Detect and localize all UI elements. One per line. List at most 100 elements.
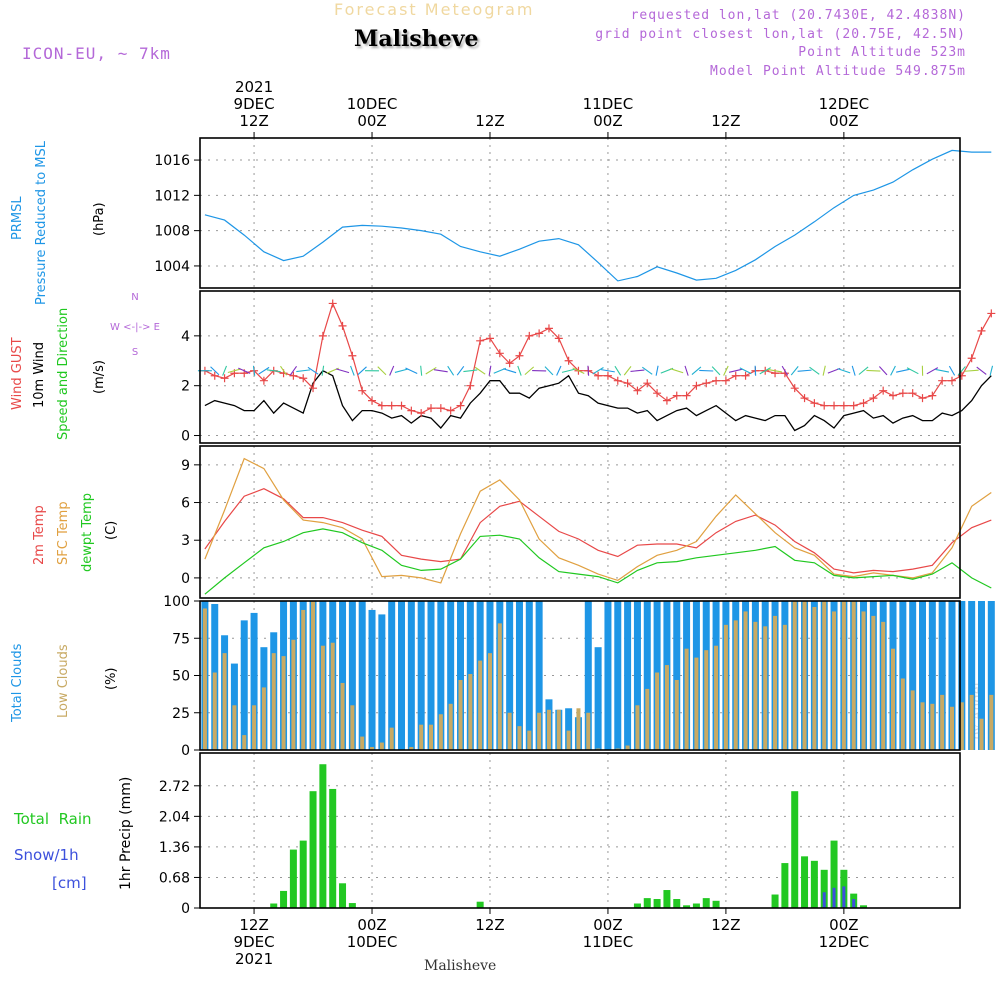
wind-direction-arrow bbox=[684, 365, 689, 376]
rain-bar bbox=[683, 905, 691, 908]
wind-gust-marker bbox=[643, 379, 652, 388]
low-cloud-bar bbox=[802, 601, 807, 750]
total-cloud-bar bbox=[948, 601, 956, 750]
total-cloud-bar bbox=[614, 601, 622, 750]
wind-direction-arrow bbox=[989, 365, 994, 376]
top-time-label: 11DEC bbox=[583, 95, 634, 113]
low-cloud-bar bbox=[409, 747, 414, 750]
wind-direction-arrow bbox=[447, 365, 455, 376]
snow-bar bbox=[822, 892, 826, 908]
panel-frame bbox=[199, 445, 961, 599]
wind-direction-arrow bbox=[896, 368, 910, 373]
wind-direction-arrow bbox=[822, 365, 826, 376]
y-tick-label: 2 bbox=[181, 379, 190, 395]
wind-gust-marker bbox=[446, 406, 455, 415]
low-cloud-bar bbox=[822, 601, 827, 750]
bottom-time-label: 12DEC bbox=[819, 933, 870, 951]
compass-s: S bbox=[132, 347, 138, 358]
wind-direction-arrow bbox=[890, 365, 896, 376]
wind-direction-arrow bbox=[728, 368, 743, 373]
low-cloud-bar bbox=[881, 621, 886, 750]
wind-direction-arrow bbox=[837, 368, 851, 374]
wind-gust-marker bbox=[515, 351, 524, 360]
wind-direction-arrow bbox=[210, 366, 220, 376]
total-cloud-bar bbox=[643, 601, 651, 750]
total-cloud-bar bbox=[633, 601, 641, 750]
total-cloud-bar bbox=[899, 601, 907, 750]
wind-gust-marker bbox=[731, 371, 740, 380]
rain-bar bbox=[329, 788, 337, 908]
rain-bar bbox=[476, 901, 484, 908]
low-cloud-bar bbox=[429, 724, 434, 750]
wind-gust-marker bbox=[908, 389, 917, 398]
wind-gust-marker bbox=[328, 299, 337, 308]
wind-direction-arrow bbox=[641, 366, 653, 375]
y-tick-label: 1016 bbox=[154, 153, 190, 169]
bottom-time-label: 12Z bbox=[239, 916, 268, 934]
wind-direction-arrow bbox=[623, 366, 632, 376]
wind-gust-marker bbox=[377, 401, 386, 410]
wind-gust-marker bbox=[220, 374, 229, 383]
wind-gust-marker bbox=[692, 381, 701, 390]
bottom-time-label: 11DEC bbox=[583, 933, 634, 951]
total-cloud-bar bbox=[378, 614, 386, 750]
y-tick-label: 1012 bbox=[154, 188, 190, 204]
wind-direction-arrow bbox=[389, 365, 395, 376]
wind-direction-arrow bbox=[759, 367, 771, 375]
total-cloud-bar bbox=[525, 601, 533, 750]
wind-gust-marker bbox=[967, 354, 976, 363]
wind-direction-arrow bbox=[258, 366, 270, 375]
low-cloud-bar bbox=[546, 709, 551, 750]
total-cloud-bar bbox=[417, 601, 425, 750]
total-cloud-bar bbox=[407, 601, 415, 750]
wind-direction-arrow bbox=[964, 369, 979, 372]
total-cloud-bar bbox=[977, 601, 985, 750]
wind-direction-arrow bbox=[601, 369, 615, 373]
snow-bar bbox=[842, 886, 846, 908]
wind-gust-marker bbox=[358, 386, 367, 395]
total-cloud-bar bbox=[339, 601, 347, 750]
wind-direction-arrow bbox=[289, 365, 298, 376]
total-cloud-bar bbox=[388, 601, 396, 750]
rain-legend-label: Total Rain bbox=[14, 810, 92, 828]
low-cloud-bar bbox=[281, 656, 286, 750]
rain-bar bbox=[633, 903, 641, 908]
station-title: Malisheve bbox=[354, 26, 479, 52]
low-cloud-bar bbox=[242, 735, 247, 750]
wind-direction-arrow bbox=[488, 365, 492, 376]
total-cloud-bar bbox=[240, 620, 248, 750]
rain-bar bbox=[692, 903, 700, 908]
wind-gust-marker bbox=[859, 399, 868, 408]
wind-gust-marker bbox=[800, 394, 809, 403]
wind-direction-arrow bbox=[463, 369, 478, 373]
wind-gust-marker bbox=[368, 396, 377, 405]
low-cloud-bar bbox=[773, 615, 778, 750]
wind-gust-marker bbox=[662, 396, 671, 405]
top-time-label: 12Z bbox=[711, 112, 740, 130]
total-cloud-bar bbox=[928, 601, 936, 750]
total-cloud-bar bbox=[506, 601, 514, 750]
low-cloud-bar bbox=[841, 601, 846, 750]
rain-bar bbox=[319, 764, 327, 908]
wind-gust-marker bbox=[348, 351, 357, 360]
point-altitude: Point Altitude 523m bbox=[798, 45, 966, 60]
low-cloud-bar bbox=[645, 688, 650, 750]
low-cloud-bar bbox=[733, 620, 738, 750]
wind-gust-marker bbox=[830, 401, 839, 410]
grid-point-coords: grid point closest lon,lat (20.75E, 42.5… bbox=[595, 27, 966, 42]
low-cloud-bar bbox=[389, 727, 394, 750]
bottom-time-label: 2021 bbox=[235, 950, 273, 968]
wind-gust-marker bbox=[682, 391, 691, 400]
low-cloud-bar bbox=[940, 694, 945, 750]
wind-gust-marker bbox=[466, 381, 475, 390]
low-cloud-bar bbox=[311, 601, 316, 750]
wind-gust-marker bbox=[721, 376, 730, 385]
low-cloud-bar bbox=[969, 694, 974, 750]
wind-gust-marker bbox=[672, 391, 681, 400]
wind-gust-marker bbox=[525, 331, 534, 340]
top-time-label: 00Z bbox=[357, 112, 386, 130]
top-time-label: 12Z bbox=[475, 112, 504, 130]
wind-gust-marker bbox=[702, 379, 711, 388]
wind-gust-marker bbox=[977, 326, 986, 335]
total-cloud-bar bbox=[968, 601, 976, 750]
